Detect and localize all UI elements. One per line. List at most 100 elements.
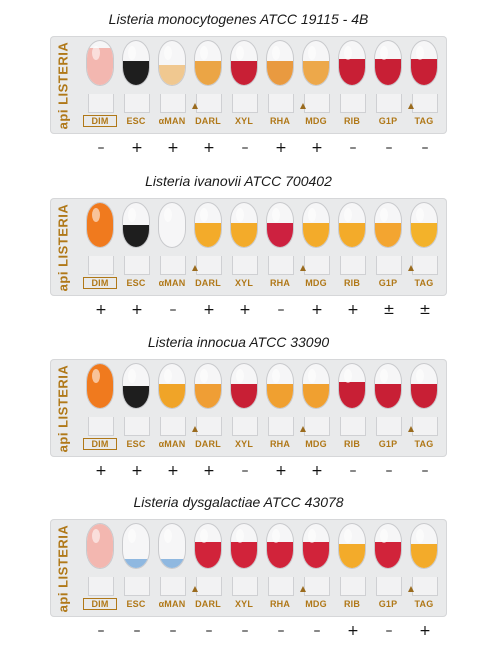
test-well: DIM: [83, 202, 117, 292]
test-well: TAG: [408, 363, 440, 453]
result-symbol: +: [203, 463, 215, 479]
well-liquid: [231, 222, 257, 247]
well-cupule: [122, 202, 150, 248]
well-marker: [408, 103, 414, 109]
well-liquid: [195, 383, 221, 408]
test-label: G1P: [378, 599, 398, 609]
result-symbol: +: [203, 302, 215, 318]
result-symbol: –: [349, 140, 357, 156]
test-label: DIM: [83, 598, 117, 610]
well-liquid: [87, 364, 113, 408]
well-liquid: [195, 60, 221, 85]
result-symbol: –: [385, 140, 393, 156]
well-highlight: [92, 369, 100, 383]
well-tube: [160, 256, 186, 275]
result-symbol: –: [241, 140, 249, 156]
result-symbol: +: [167, 140, 179, 156]
well-cupule: [302, 523, 330, 569]
well-marker: [192, 265, 198, 271]
test-well: XYL: [230, 523, 260, 613]
well-highlight: [344, 369, 352, 383]
well-cupule: [194, 40, 222, 86]
test-well: RIB: [338, 523, 368, 613]
well-highlight: [128, 529, 136, 543]
well-highlight: [308, 369, 316, 383]
well-tube: [340, 256, 366, 275]
result-symbol: –: [241, 623, 249, 639]
result-symbol: +: [275, 463, 287, 479]
well-tube: [196, 577, 222, 596]
test-well: RHA: [266, 202, 296, 292]
well-cupule: [194, 363, 222, 409]
result-symbol: +: [311, 140, 323, 156]
well-highlight: [92, 529, 100, 543]
result-symbol: +: [95, 463, 107, 479]
result-symbol: –: [205, 623, 213, 639]
well-cupule: [158, 40, 186, 86]
test-label: DARL: [195, 439, 221, 449]
well-highlight: [128, 46, 136, 60]
test-label: MDG: [305, 116, 327, 126]
well-liquid: [87, 203, 113, 247]
well-tube: [232, 577, 258, 596]
well-highlight: [308, 46, 316, 60]
well-tube: [376, 256, 402, 275]
well-liquid: [375, 58, 401, 85]
well-cupule: [338, 523, 366, 569]
well-marker: [300, 265, 306, 271]
test-label: ESC: [126, 439, 146, 449]
result-symbol: –: [97, 140, 105, 156]
well-highlight: [200, 529, 208, 543]
test-wells: DIM ESC αMAN DARL XYL RHA MDG RIB G1P TAG: [83, 523, 444, 613]
test-well: DARL: [192, 363, 224, 453]
result-symbol: ±: [383, 302, 395, 318]
test-well: ESC: [122, 363, 152, 453]
well-cupule: [230, 202, 258, 248]
well-tube: [304, 417, 330, 436]
well-cupule: [86, 40, 114, 86]
result-symbol: –: [349, 463, 357, 479]
well-tube: [88, 577, 114, 596]
strip-title: Listeria monocytogenes ATCC 19115 - 4B: [108, 11, 369, 27]
test-wells: DIM ESC αMAN DARL XYL RHA MDG RIB G1P TAG: [83, 40, 444, 130]
result-symbol: –: [169, 623, 177, 639]
test-label: DIM: [83, 115, 117, 127]
well-highlight: [164, 208, 172, 222]
well-marker: [408, 426, 414, 432]
well-liquid: [231, 60, 257, 85]
brand-logo: api LISTERIA: [55, 364, 71, 452]
well-tube: [232, 94, 258, 113]
test-well: G1P: [374, 363, 404, 453]
well-tube: [232, 417, 258, 436]
well-tube: [124, 94, 150, 113]
well-liquid: [159, 559, 185, 568]
test-label: MDG: [305, 439, 327, 449]
result-row: – – – – – – – + – +: [86, 623, 444, 639]
well-marker: [408, 586, 414, 592]
test-well: TAG: [408, 40, 440, 130]
well-liquid: [339, 58, 365, 85]
well-liquid: [123, 386, 149, 408]
test-label: TAG: [414, 439, 434, 449]
well-marker: [300, 426, 306, 432]
well-liquid: [339, 381, 365, 408]
well-highlight: [272, 208, 280, 222]
well-cupule: [122, 363, 150, 409]
well-tube: [412, 577, 438, 596]
test-well: DARL: [192, 40, 224, 130]
result-symbol: +: [347, 302, 359, 318]
well-cupule: [374, 40, 402, 86]
well-cupule: [86, 363, 114, 409]
well-tube: [376, 417, 402, 436]
well-cupule: [230, 363, 258, 409]
well-tube: [268, 94, 294, 113]
well-highlight: [200, 46, 208, 60]
test-well: MDG: [300, 363, 332, 453]
result-symbol: –: [241, 463, 249, 479]
test-label: RHA: [269, 439, 291, 449]
test-well: MDG: [300, 40, 332, 130]
test-well: XYL: [230, 40, 260, 130]
well-highlight: [416, 369, 424, 383]
test-well: αMAN: [158, 363, 188, 453]
test-label: G1P: [378, 116, 398, 126]
